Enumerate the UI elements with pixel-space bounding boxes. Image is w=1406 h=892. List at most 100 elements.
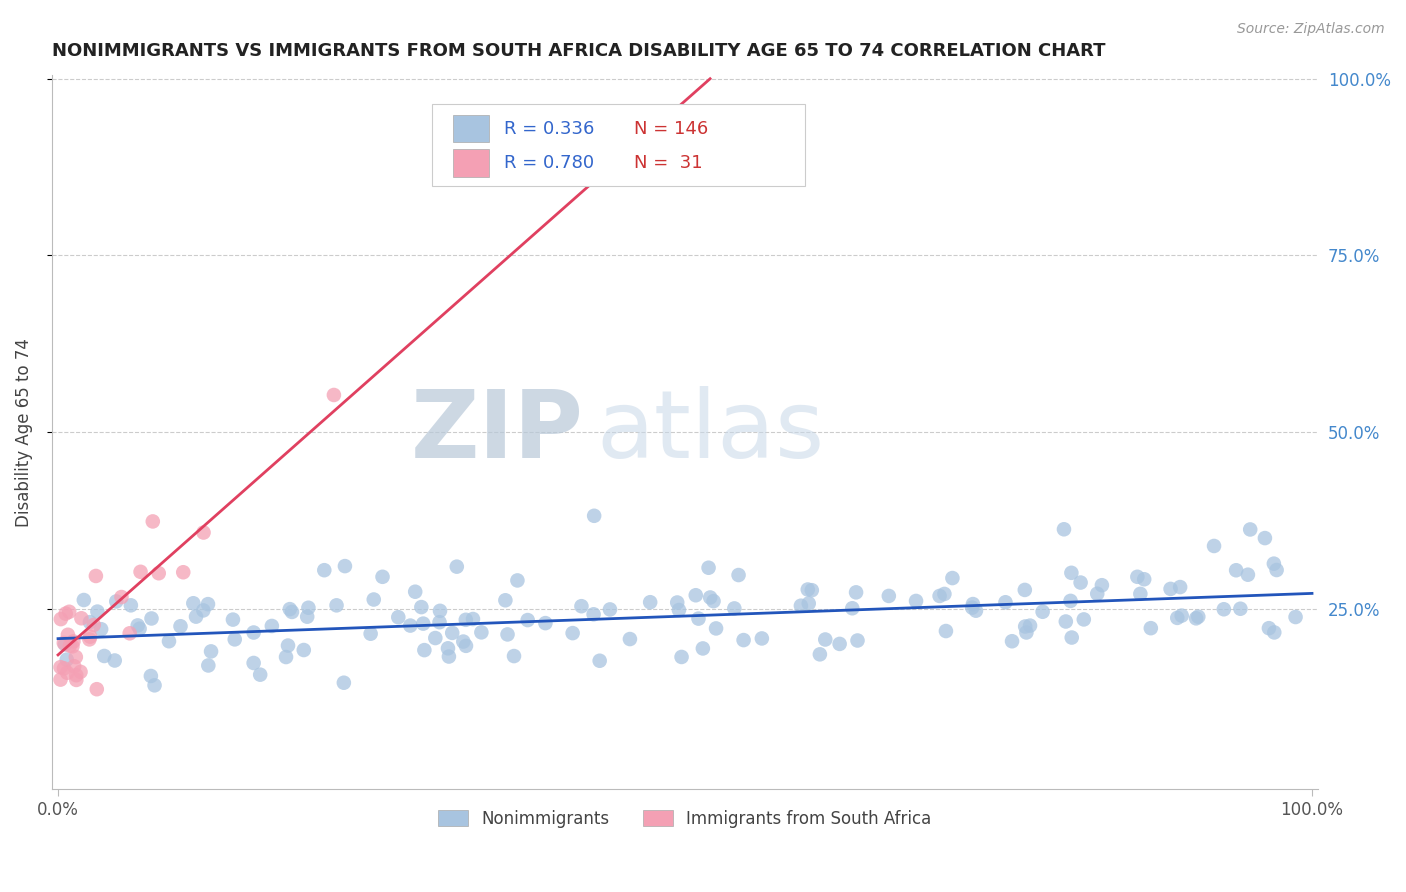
Point [1032,605,1054,619]
Point [1257,621,1279,635]
Point [702,594,724,608]
Point [494,593,516,607]
Point [1237,567,1260,582]
Point [59,639,82,653]
Point [63,659,86,673]
Point [994,595,1017,609]
Point [52,661,75,675]
Point [141,611,163,625]
Point [453,634,475,648]
Point [143,678,166,692]
Point [503,648,526,663]
Point [1060,631,1083,645]
Point [49,612,72,626]
Point [846,633,869,648]
Point [1170,608,1192,623]
Point [197,597,219,611]
Point [200,644,222,658]
Point [1014,619,1036,633]
Point [454,639,477,653]
Text: N = 146: N = 146 [634,120,709,137]
Point [363,592,385,607]
Point [1126,570,1149,584]
Point [638,595,661,609]
Point [1133,572,1156,586]
FancyBboxPatch shape [432,103,806,186]
Point [169,619,191,633]
Point [292,643,315,657]
Point [583,508,606,523]
Point [52,636,75,650]
Point [506,574,529,588]
Point [84,569,107,583]
Point [797,582,820,597]
Point [197,658,219,673]
Point [1166,611,1188,625]
Point [685,588,707,602]
Point [224,632,246,647]
Point [281,605,304,619]
Point [129,565,152,579]
Point [399,618,422,632]
Point [297,600,319,615]
Point [127,618,149,632]
Text: R = 0.780: R = 0.780 [503,154,593,172]
Legend: Nonimmigrants, Immigrants from South Africa: Nonimmigrants, Immigrants from South Afr… [432,803,938,834]
Point [1015,625,1038,640]
Point [1129,587,1152,601]
Text: N =  31: N = 31 [634,154,703,172]
Point [295,609,318,624]
Point [935,624,957,638]
Point [1263,625,1285,640]
Point [1202,539,1225,553]
Point [314,563,336,577]
Point [800,583,823,598]
Point [55,607,77,621]
Point [278,602,301,616]
Point [157,634,180,648]
Point [877,589,900,603]
Point [797,597,820,611]
Point [1073,612,1095,626]
Point [1265,563,1288,577]
Point [65,673,87,687]
Point [55,652,77,666]
Text: R = 0.336: R = 0.336 [503,120,595,137]
FancyBboxPatch shape [453,115,489,143]
Point [413,643,436,657]
Point [181,596,204,610]
Point [79,632,101,647]
Point [814,632,837,647]
Point [1053,522,1076,536]
Point [1254,531,1277,545]
Point [73,593,96,607]
Point [79,630,101,644]
Point [49,660,72,674]
Point [561,626,583,640]
Point [193,603,215,617]
Point [699,591,721,605]
Point [56,665,79,680]
Point [242,656,264,670]
Point [333,559,356,574]
Point [828,637,851,651]
Point [411,600,433,615]
Point [193,525,215,540]
Point [172,566,194,580]
Point [934,587,956,601]
Point [461,612,484,626]
Text: atlas: atlas [596,386,824,478]
Point [589,654,612,668]
Point [53,637,76,651]
Point [333,675,356,690]
Point [1001,634,1024,648]
Point [429,615,451,630]
Point [516,613,538,627]
Point [692,641,714,656]
Point [86,682,108,697]
Point [62,634,84,648]
Point [260,619,283,633]
Point [1140,621,1163,635]
Point [666,595,689,609]
Point [120,599,142,613]
